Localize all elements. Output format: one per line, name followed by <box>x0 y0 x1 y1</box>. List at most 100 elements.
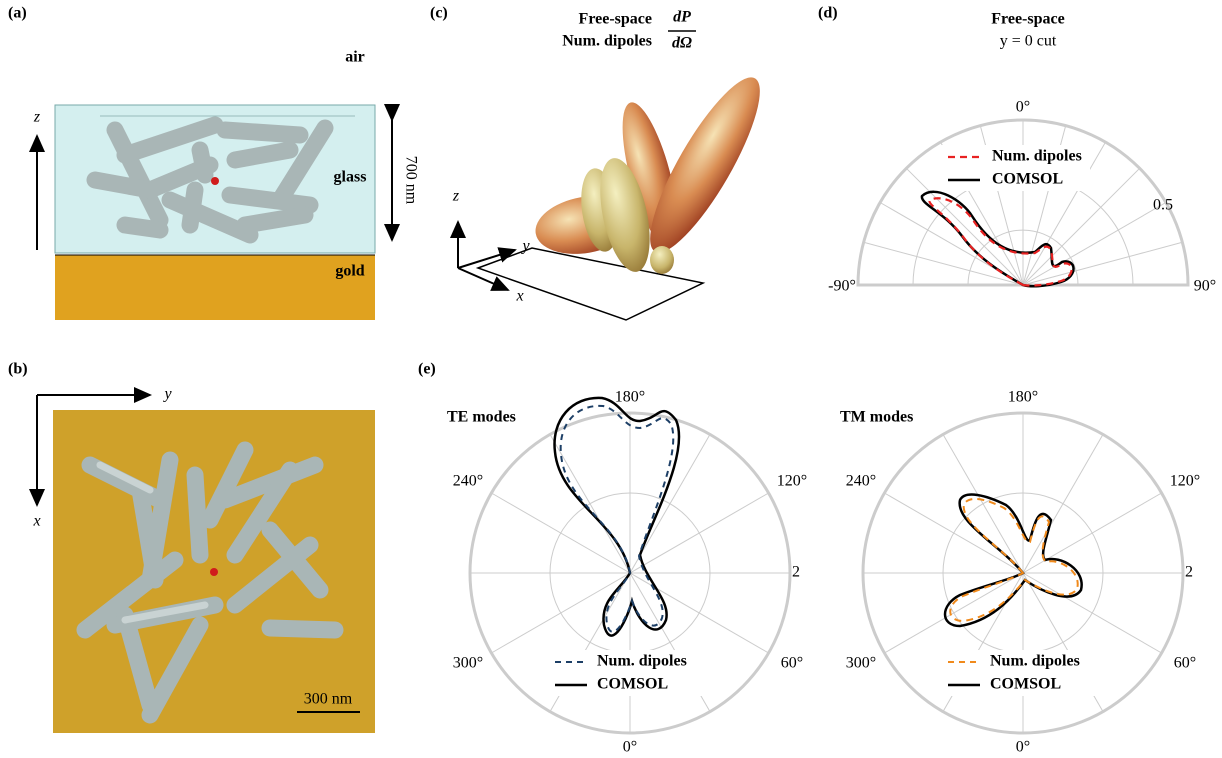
axis-label: y <box>520 238 530 255</box>
tick-label: 180° <box>615 389 645 406</box>
grid-spoke <box>491 492 631 574</box>
grid-spoke <box>1022 434 1104 574</box>
axis-label: y <box>162 386 172 403</box>
cylinder <box>226 461 299 564</box>
lobe <box>650 246 674 274</box>
axis-label: x <box>515 288 523 305</box>
scale-label: 300 nm <box>304 691 353 708</box>
tick-label: 300° <box>453 655 483 672</box>
cylinder <box>261 619 344 639</box>
cylinder <box>116 216 169 239</box>
tick-label: 120° <box>777 473 807 490</box>
legend-entry: Num. dipoles <box>597 653 687 670</box>
plot-title: TM modes <box>840 409 913 426</box>
polar-grid <box>858 120 1188 286</box>
radiation-lobes <box>535 77 760 274</box>
grid-spoke <box>1022 202 1167 286</box>
tick-label: 60° <box>781 655 803 672</box>
x-arrow <box>457 267 510 291</box>
cylinder <box>96 461 154 494</box>
panel-b: (b) y x 300 nm <box>8 361 375 733</box>
panel-d: (d) Free-space y = 0 cut 0° 0.5 -90° 90°… <box>818 5 1216 295</box>
tick-label: 90° <box>1194 278 1216 295</box>
panel-label: (e) <box>418 361 436 378</box>
cylinder <box>161 191 259 244</box>
height-label: 700 nm <box>402 156 419 205</box>
grid-spoke <box>942 434 1024 574</box>
lobe <box>650 77 760 253</box>
grid-spoke <box>884 572 1024 654</box>
grid-spoke <box>905 167 1024 286</box>
gold-layer <box>55 255 375 320</box>
grid-spoke <box>549 434 631 574</box>
cylinder <box>216 121 309 144</box>
cylinder <box>221 186 319 214</box>
cylinder <box>216 456 324 509</box>
tick-label: 60° <box>1174 655 1196 672</box>
cylinder <box>121 601 209 624</box>
grid-spoke <box>1022 141 1106 286</box>
fraction-bottom: dΩ <box>672 35 692 52</box>
cylinder <box>116 606 159 714</box>
te-plot: TE modes 180° 240° 120° 2 300° 60° 0° Num. dipol… <box>447 389 807 756</box>
grid-spoke <box>863 241 1024 286</box>
cylinder <box>201 441 254 529</box>
cylinder <box>141 451 179 589</box>
grid-spoke <box>1022 167 1141 286</box>
dipole-curve <box>949 497 1079 623</box>
grid-spoke <box>629 434 711 574</box>
subtitle: y = 0 cut <box>1000 33 1057 50</box>
cylinder <box>236 206 314 234</box>
tick-label: 0° <box>1016 99 1030 116</box>
air-label: air <box>345 49 365 66</box>
legend-box <box>940 145 1090 191</box>
emitter <box>211 177 219 185</box>
gold-label: gold <box>335 263 364 280</box>
lobe <box>600 158 650 272</box>
tm-plot: TM modes 180° 240° 120° 2 300° 60° 0° Num. dipol… <box>840 389 1200 756</box>
y-arrow <box>457 247 517 269</box>
legend-entry: COMSOL <box>990 676 1061 693</box>
panel-label: (d) <box>818 5 838 22</box>
tick-label: 0° <box>623 739 637 756</box>
cylinder <box>186 466 209 564</box>
tick-label: 2 <box>1185 564 1193 581</box>
polar-rim <box>861 411 1185 735</box>
cylinder <box>226 536 319 614</box>
legend-entry: COMSOL <box>992 171 1063 188</box>
tick-label: 240° <box>846 473 876 490</box>
panel-e: (e) TE modes 180° 240° 120° 2 300° 60° 0° Num. d… <box>418 361 1200 756</box>
panel-label: (a) <box>8 5 27 22</box>
tick-label: -90° <box>828 278 856 295</box>
title: Free-space <box>991 11 1064 28</box>
panel-c: (c) Free-space Num. dipoles dP dΩ z y x <box>430 5 760 321</box>
tick-label: 120° <box>1170 473 1200 490</box>
cylinder <box>86 171 159 199</box>
legend-entry: Num. dipoles <box>990 653 1080 670</box>
tick-label: 2 <box>792 564 800 581</box>
grid-spoke <box>629 492 769 574</box>
tick-label: 300° <box>846 655 876 672</box>
grid-spoke <box>1022 241 1183 286</box>
fraction-top: dP <box>673 9 691 26</box>
title: Num. dipoles <box>562 33 652 50</box>
tick-label: 180° <box>1008 389 1038 406</box>
axis-label: x <box>32 513 40 530</box>
dipole-curve <box>928 197 1073 287</box>
cylinder <box>226 141 299 169</box>
polar-rim <box>468 411 792 735</box>
panel-label: (c) <box>430 5 448 22</box>
legend-entry: Num. dipoles <box>992 148 1082 165</box>
legend-box <box>550 650 705 696</box>
panel-a: (a) air glass gold z 700 nm <box>8 5 419 320</box>
polar-rim <box>856 118 1190 287</box>
cylinder <box>76 551 184 639</box>
legend-entry: COMSOL <box>597 676 668 693</box>
tick-label: 0° <box>1016 739 1030 756</box>
tick-label: 240° <box>453 473 483 490</box>
panel-label: (b) <box>8 361 28 378</box>
title: Free-space <box>579 11 652 28</box>
legend-box <box>943 650 1098 696</box>
grid-spoke <box>884 492 1024 574</box>
grid-spoke <box>1022 572 1162 654</box>
